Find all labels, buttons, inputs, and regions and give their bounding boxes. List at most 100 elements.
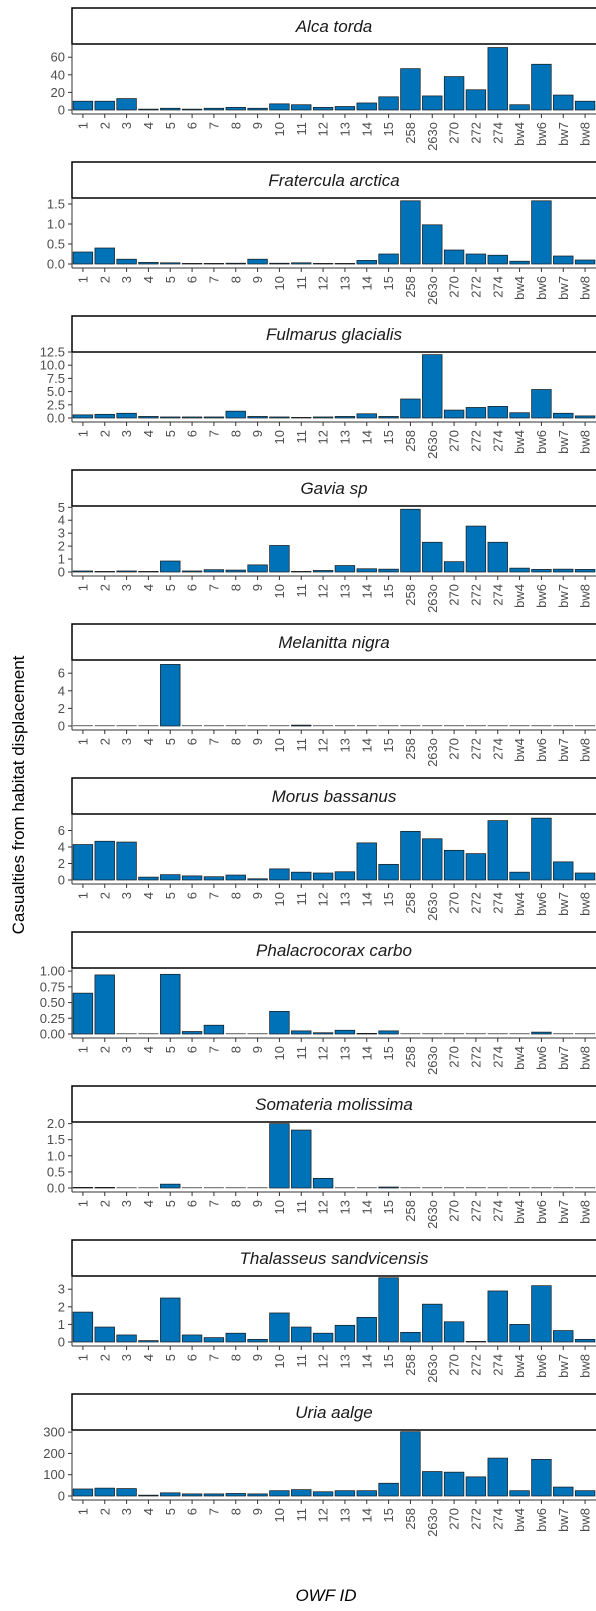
y-tick-label: 0 <box>58 873 65 888</box>
panel-title: Fratercula arctica <box>268 171 399 190</box>
bar <box>422 541 443 573</box>
x-tick-label: 263o <box>425 738 440 767</box>
bar <box>72 251 94 265</box>
x-tick-label: 14 <box>359 276 374 290</box>
bar <box>509 1490 530 1497</box>
x-tick-label: 270 <box>447 892 462 914</box>
y-tick-label: 2 <box>58 1299 65 1314</box>
bar <box>203 416 225 419</box>
x-tick-label: 274 <box>490 1200 505 1222</box>
x-tick-label: 4 <box>141 738 156 745</box>
panel-title: Morus bassanus <box>272 787 397 806</box>
bar <box>182 725 203 727</box>
bar <box>116 841 137 881</box>
y-tick-label: 300 <box>43 1425 65 1440</box>
bar <box>356 1187 377 1189</box>
x-tick-label: 14 <box>359 738 374 752</box>
x-tick-label: 6 <box>185 584 200 591</box>
x-tick-label: 270 <box>447 276 462 298</box>
x-tick-label: 4 <box>141 1046 156 1053</box>
bar <box>444 1187 465 1189</box>
x-tick-label: 6 <box>185 1508 200 1515</box>
x-tick-label: bw6 <box>534 122 549 146</box>
y-tick-label: 20 <box>51 85 65 100</box>
bar <box>509 1033 530 1035</box>
x-tick-label: 5 <box>163 122 178 129</box>
x-tick-label: 4 <box>141 276 156 283</box>
panel-strip <box>71 469 596 507</box>
bar <box>574 1490 596 1497</box>
bar <box>509 567 530 573</box>
y-tick-label: 4 <box>58 840 65 855</box>
bar <box>181 108 203 111</box>
y-tick-label: 3 <box>58 526 65 541</box>
bar <box>160 1183 181 1189</box>
x-tick-label: 270 <box>447 738 462 760</box>
x-tick-label: 6 <box>185 1354 200 1361</box>
x-tick-label: 11 <box>294 1508 309 1522</box>
x-tick-label: bw4 <box>512 276 527 300</box>
panel-title: Alca torda <box>295 17 373 36</box>
bar <box>160 416 181 419</box>
bar <box>94 247 115 265</box>
x-tick-label: bw6 <box>534 1354 549 1378</box>
x-tick-label: 274 <box>490 1354 505 1376</box>
bar <box>247 1493 268 1497</box>
x-tick-label: 272 <box>468 584 483 606</box>
x-tick-label: 13 <box>337 122 352 136</box>
x-tick-label: 15 <box>381 1354 396 1368</box>
x-tick-label: bw8 <box>578 122 593 146</box>
bar <box>247 107 268 111</box>
x-tick-label: bw7 <box>556 430 571 454</box>
x-tick-label: 3 <box>119 1046 134 1053</box>
bar <box>160 1297 181 1343</box>
bar <box>269 1011 290 1035</box>
bar <box>72 100 94 111</box>
bar <box>181 570 203 573</box>
bar <box>269 725 290 727</box>
x-tick-label: 258 <box>403 122 418 144</box>
x-tick-label: 2 <box>97 892 112 899</box>
bar <box>203 263 225 265</box>
bar <box>138 1494 159 1497</box>
bar <box>553 1486 574 1497</box>
x-tick-label: 3 <box>119 1200 134 1207</box>
x-tick-label: bw7 <box>556 1508 571 1532</box>
bar <box>443 409 465 419</box>
bar <box>378 416 399 419</box>
x-tick-label: 4 <box>141 892 156 899</box>
x-tick-label: 3 <box>119 1354 134 1361</box>
bar <box>531 200 552 265</box>
bar <box>334 1029 356 1035</box>
bar <box>247 416 268 419</box>
bar <box>269 1123 290 1189</box>
x-tick-label: 7 <box>206 1508 221 1515</box>
x-tick-label: 5 <box>163 1200 178 1207</box>
bar <box>269 1490 290 1497</box>
panel-strip <box>71 623 596 661</box>
bar <box>509 1324 530 1343</box>
bar <box>138 262 159 265</box>
x-tick-label: 9 <box>250 276 265 283</box>
bar <box>378 253 399 265</box>
bar <box>509 260 530 265</box>
x-tick-label: 1 <box>75 738 90 745</box>
bar <box>291 1030 312 1035</box>
x-tick-label: 270 <box>447 1046 462 1068</box>
bar <box>160 560 181 573</box>
bar <box>72 725 93 727</box>
x-tick-label: 274 <box>490 122 505 144</box>
x-tick-label: 8 <box>228 430 243 437</box>
y-tick-label: 40 <box>51 67 65 82</box>
bar <box>291 417 312 419</box>
bar <box>94 840 115 881</box>
x-tick-label: bw7 <box>556 122 571 146</box>
bar <box>356 568 377 573</box>
bar <box>138 725 159 727</box>
bar <box>334 725 355 727</box>
x-tick-label: 6 <box>185 892 200 899</box>
x-tick-label: bw6 <box>534 1508 549 1532</box>
bar <box>116 412 137 419</box>
x-tick-label: bw6 <box>534 1200 549 1224</box>
